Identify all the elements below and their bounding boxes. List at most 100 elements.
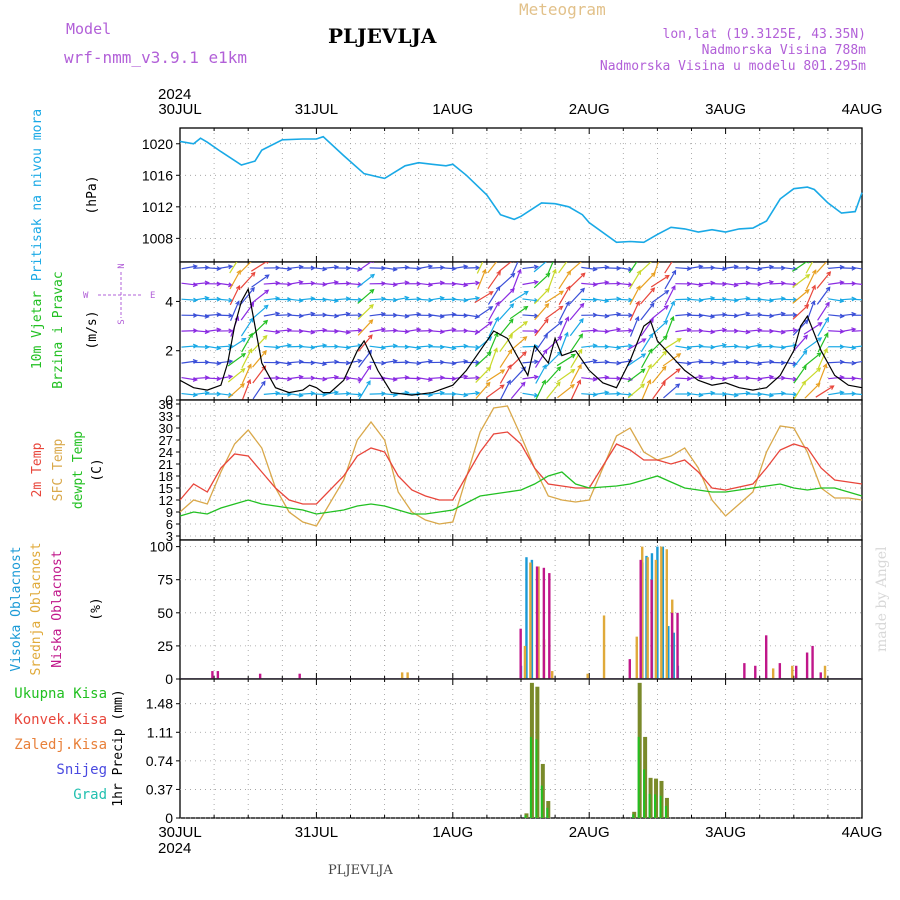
wind-sublabel: Brzina i Pravac	[51, 271, 66, 388]
wind-arrow-head	[287, 376, 293, 382]
wind-arrow	[334, 313, 350, 317]
wind-arrow-head	[635, 300, 640, 306]
low-cloud-bar	[258, 673, 262, 679]
wind-arrow	[817, 348, 828, 369]
wind-arrow	[488, 348, 498, 369]
wind-arrow	[851, 282, 862, 285]
wind-arrow	[604, 313, 621, 317]
wind-arrow	[251, 304, 269, 320]
wind-arrow	[662, 338, 682, 351]
wind-arrow	[629, 270, 641, 290]
wind-arrow	[710, 361, 727, 365]
wind-arrow-head	[250, 271, 256, 277]
wind-arrow-head	[247, 363, 252, 369]
wind-arrow	[229, 270, 241, 290]
wind-arrow-head	[745, 344, 751, 350]
wind-arrow	[769, 361, 785, 364]
wind-arrow	[662, 353, 681, 367]
wind-arrow-head	[824, 316, 829, 323]
wind-arrow	[806, 285, 816, 306]
wind-arrow	[393, 314, 409, 318]
precip-legend-label: Ukupna Kisa	[14, 686, 107, 702]
wind-arrow	[816, 262, 828, 273]
wind-arrow	[358, 380, 371, 400]
wind-arrow-head	[780, 344, 787, 350]
wind-arrow-head	[451, 360, 457, 366]
wind-arrow	[568, 262, 582, 273]
wind-arrow-head	[823, 347, 828, 353]
wind-arrow	[451, 392, 468, 396]
dewpoint-label: dewpt Temp	[71, 431, 86, 509]
wind-arrow	[627, 353, 646, 367]
wind-arrow-head	[863, 344, 867, 348]
wind-arrow	[556, 354, 576, 367]
wind-arrow	[545, 290, 564, 304]
wind-arrow	[299, 361, 315, 364]
wind-arrow-head	[661, 365, 667, 371]
low-cloud-bar	[670, 612, 674, 679]
mid-cloud-bar	[791, 665, 794, 679]
wind-arrow-head	[263, 304, 269, 310]
wind-arrow-head	[345, 345, 351, 350]
y-tick-label: 1020	[142, 136, 173, 152]
wind-arrow	[851, 330, 862, 332]
wind-arrow-head	[641, 353, 647, 358]
x-tick-label: 31JUL	[295, 101, 338, 118]
wind-arrow	[828, 298, 844, 302]
wind-arrow	[745, 344, 762, 349]
x-tick-label: 30JUL	[158, 101, 201, 118]
compass-n: N	[117, 263, 127, 268]
mid-cloud-bar	[586, 673, 589, 679]
wind-arrow	[381, 345, 397, 348]
wind-arrow	[522, 376, 538, 380]
wind-arrow-head	[368, 319, 374, 325]
wind-arrow-head	[698, 343, 704, 349]
wind-arrow-head	[246, 378, 252, 385]
wind-arrow	[745, 361, 762, 365]
wind-arrow-head	[247, 348, 253, 354]
wind-unit: (m/s)	[85, 310, 100, 349]
wind-arrow	[404, 313, 421, 317]
wind-arrow	[346, 344, 362, 348]
x-tick-label: 1AUG	[432, 824, 473, 841]
wind-arrow	[804, 367, 821, 383]
wind-arrow-head	[240, 368, 246, 373]
wind-arrow	[828, 266, 844, 269]
wind-arrow-head	[822, 363, 828, 369]
wind-arrow-head	[825, 301, 830, 307]
wind-arrow-head	[592, 328, 598, 333]
wind-arrow-head	[475, 375, 481, 381]
wind-arrow-head	[298, 359, 304, 365]
wind-arrow	[652, 381, 666, 400]
wind-arrow-head	[661, 380, 666, 386]
wind-arrow	[322, 330, 338, 332]
wind-arrow	[710, 329, 727, 333]
wind-arrow	[581, 377, 597, 381]
wind-arrow	[818, 364, 827, 385]
total-precip-bar-highlight	[535, 739, 538, 818]
wind-arrow-head	[475, 265, 481, 271]
wind-arrow-head	[264, 289, 270, 295]
y-tick-label: 1012	[142, 199, 173, 215]
wind-arrow	[393, 296, 409, 301]
high-cloud-bar	[525, 557, 528, 679]
wind-arrow	[475, 367, 491, 383]
wind-arrow	[757, 266, 774, 270]
wind-arrow-head	[670, 300, 676, 306]
wind-arrow-head	[663, 320, 669, 325]
wind-arrow	[498, 303, 514, 321]
wind-arrow	[428, 297, 444, 301]
wind-arrow	[641, 364, 652, 384]
wind-arrow	[734, 392, 750, 395]
total-precip-bar-highlight	[529, 736, 532, 818]
precip-legend-label: Grad	[73, 787, 107, 803]
total-precip-bar-highlight	[524, 815, 527, 818]
wind-arrow-head	[580, 287, 585, 293]
model-altitude-label: Nadmorska Visina u modelu 801.295m	[600, 59, 866, 74]
wind-arrow-head	[334, 359, 340, 365]
wind-arrow	[675, 313, 691, 317]
wind-arrow	[498, 288, 515, 305]
wind-arrow	[216, 314, 233, 317]
wind-arrow	[488, 301, 500, 321]
wind-arrow-head	[523, 290, 529, 296]
